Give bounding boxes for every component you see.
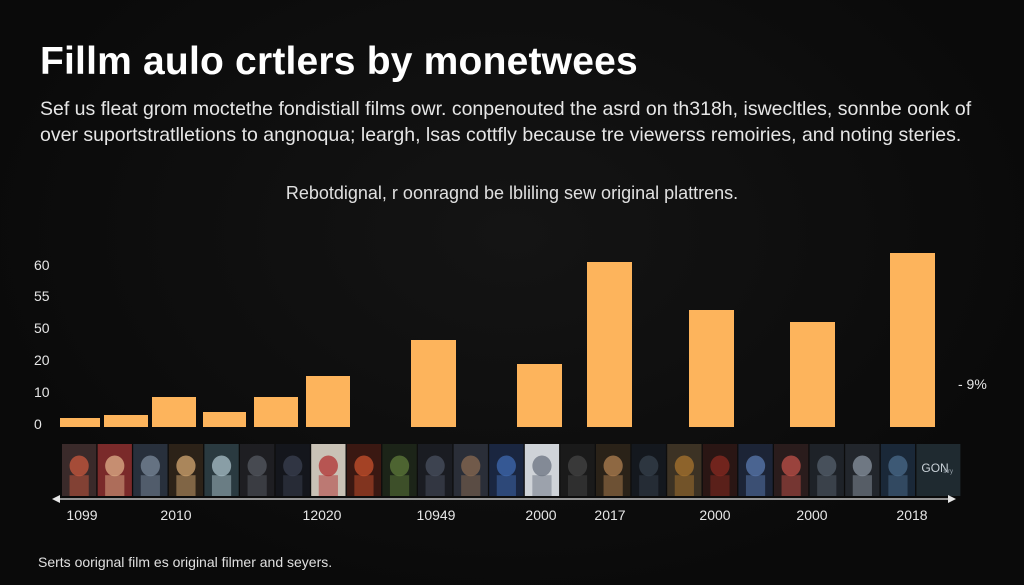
y-tick-label: 60 [34,257,50,273]
film-poster-figure [247,475,267,496]
film-poster-figure [140,455,160,477]
film-poster-figure [461,475,481,496]
film-poster-figure [674,455,694,477]
film-poster-figure [247,455,267,477]
film-poster-figure [176,475,196,496]
film-poster-figure [211,455,232,477]
film-poster-figure [496,475,516,496]
x-tick-label: 12020 [303,507,342,523]
y-tick-label: 20 [34,352,50,368]
film-poster-figure [496,455,516,477]
x-tick-label: 2018 [896,507,927,523]
end-poster [916,444,961,496]
chart-subtitle: Rebotdignal, r oonragnd be lbliling sew … [285,183,739,203]
description-line-1: Sef us fleat grom moctethe fondistiall f… [40,98,972,120]
film-poster-figure [532,455,552,477]
film-poster-figure [354,475,374,496]
film-poster-figure [817,455,837,477]
film-poster-figure [888,455,908,477]
bar [790,322,835,427]
film-poster-figure [817,475,837,496]
film-poster-figure [745,475,766,496]
film-poster-figure [710,475,730,496]
x-tick-label: 2000 [699,507,730,523]
film-poster-figure [69,455,89,477]
x-tick-label: 1099 [66,507,97,523]
side-annotation: - 9% [958,376,987,392]
film-poster-figure [318,475,338,496]
bar [203,412,246,427]
timeline-arrow-left [52,495,60,503]
bar [689,310,734,427]
film-poster-figure [425,455,445,477]
film-poster-figure [567,455,588,477]
film-poster-figure [603,455,623,477]
film-poster-figure [389,475,410,496]
film-poster-figure [176,455,196,477]
bar [254,397,298,427]
y-tick-label: 55 [34,288,50,304]
bar [411,340,456,427]
film-poster-figure [674,475,694,496]
film-poster-figure [389,455,410,477]
bar [60,418,100,427]
film-poster-figure [888,475,908,496]
film-poster-figure [318,455,338,477]
film-poster-figure [603,475,623,496]
x-tick-label: 10949 [417,507,456,523]
bar [517,364,562,427]
x-tick-label: 2000 [525,507,556,523]
film-poster-figure [567,475,588,496]
film-poster-figure [211,475,232,496]
film-poster-figure [852,475,872,496]
film-poster-figure [781,475,801,496]
film-poster-figure [140,475,160,496]
film-poster-figure [745,455,766,477]
film-poster-figure [354,455,374,477]
film-poster-figure [69,475,89,496]
film-poster-figure [639,475,659,496]
film-poster-figure [105,475,125,496]
x-tick-label: 2017 [594,507,625,523]
film-poster-figure [710,455,730,477]
chart-footnote: Serts oorignal film es original filmer a… [38,554,333,570]
film-poster-figure [852,455,872,477]
film-poster-figure [781,455,801,477]
bar [152,397,196,427]
film-poster-figure [425,475,445,496]
film-poster-figure [283,455,303,477]
x-tick-label: 2000 [796,507,827,523]
description-line-2: over suportstratlletions to angnoqua; le… [40,124,962,146]
end-poster-sublabel: stry [943,469,953,475]
film-poster-figure [461,455,481,477]
film-poster-figure [105,455,125,477]
y-tick-label: 50 [34,320,50,336]
y-tick-label: 0 [34,416,42,432]
bar [587,262,632,427]
bar [306,376,350,427]
film-poster-figure [639,455,659,477]
end-poster-label: GON [921,461,948,475]
timeline-arrow-right [948,495,956,503]
bar [890,253,935,427]
x-tick-label: 2010 [160,507,191,523]
bar [104,415,148,427]
chart-title: Fillm aulo crtlers by monetwees [40,40,638,83]
chart-description: Sef us fleat grom moctethe fondistiall f… [40,96,972,148]
film-poster-figure [283,475,303,496]
y-tick-label: 10 [34,384,50,400]
film-poster-figure [532,475,552,496]
